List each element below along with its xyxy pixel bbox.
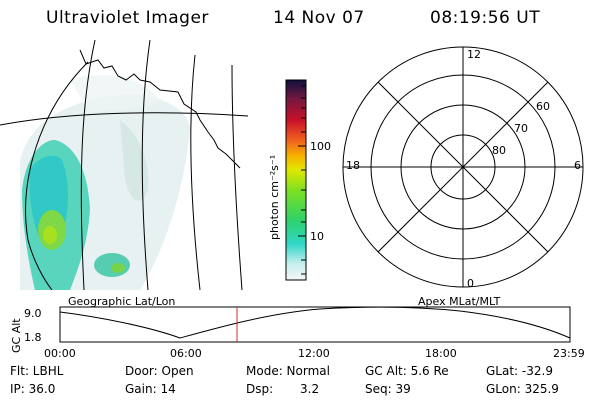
time-tick-0600: 06:00 [170, 347, 202, 360]
time-tick-0000: 00:00 [44, 347, 76, 360]
seq-readout: Seq: 39 [365, 382, 411, 396]
date-readout: 14 Nov 07 [273, 8, 365, 28]
mlt-label-12: 12 [467, 48, 481, 61]
dsp-value: 3.2 [300, 382, 320, 396]
latitude-line [0, 112, 249, 126]
time-tick-1800: 18:00 [425, 347, 457, 360]
geographic-map [0, 40, 249, 290]
timeline-frame [59, 306, 571, 343]
colorbar-tick-label: 100 [310, 140, 331, 153]
ip-readout: IP: 36.0 [10, 382, 56, 396]
colorbar-scale [285, 79, 307, 281]
lat-label-80: 80 [492, 144, 506, 157]
glat-readout: GLat: -32.9 [486, 364, 553, 378]
mlt-label-0: 0 [467, 277, 474, 290]
time-tick-2359: 23:59 [553, 347, 585, 360]
earth-limb [25, 61, 89, 290]
dsp-label: Dsp: [246, 382, 274, 396]
altitude-timeline: GC Alt 9.0 1.8 [10, 306, 571, 353]
colorbar-tick-label: 10 [310, 230, 324, 243]
lat-label-70: 70 [514, 122, 528, 135]
geographic-latlon-label: Geographic Lat/Lon [68, 295, 176, 308]
door-readout: Door: Open [125, 364, 194, 378]
time-tick-1200: 12:00 [298, 347, 330, 360]
gc-alt-tick-high: 9.0 [24, 307, 42, 320]
coastline [79, 49, 241, 169]
meridian-line [190, 54, 201, 290]
mode-readout: Mode: Normal [246, 364, 330, 378]
gain-readout: Gain: 14 [125, 382, 176, 396]
mlt-label-6: 6 [574, 159, 581, 172]
gc-alt-readout: GC Alt: 5.6 Re [365, 364, 449, 378]
colorbar: 100 10 photon cm⁻²s⁻¹ [268, 79, 331, 281]
meridian-line [141, 40, 151, 290]
meridian-line [231, 64, 243, 290]
mlt-label-18: 18 [346, 159, 360, 172]
meridian-line [80, 40, 96, 290]
gc-alt-tick-low: 1.8 [24, 331, 42, 344]
polar-plot: 12 18 6 0 60 70 80 [342, 46, 584, 290]
glon-readout: GLon: 325.9 [486, 382, 559, 396]
apex-mlat-label: Apex MLat/MLT [418, 295, 501, 308]
app-title: Ultraviolet Imager [46, 8, 209, 28]
altitude-curve [59, 306, 571, 339]
gc-alt-axis-label: GC Alt [10, 318, 23, 353]
polar-diagonal [377, 81, 549, 253]
colorbar-ticks [298, 85, 306, 275]
lat-label-60: 60 [536, 100, 550, 113]
colorbar-unit-label: photon cm⁻²s⁻¹ [268, 155, 281, 240]
time-readout: 08:19:56 UT [430, 8, 541, 28]
filter-readout: Flt: LBHL [10, 364, 64, 378]
